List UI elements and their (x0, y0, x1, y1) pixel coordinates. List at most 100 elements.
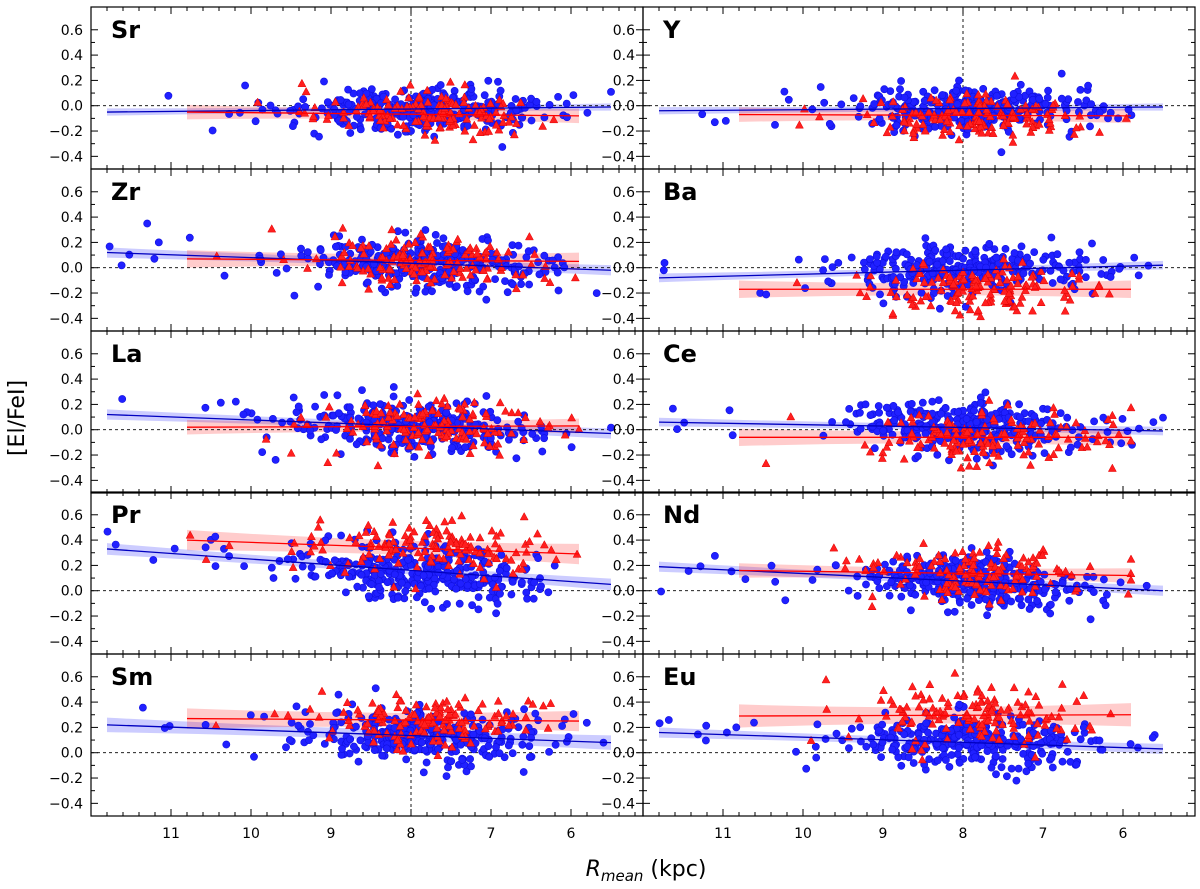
blue-fit-line-la (106, 413, 612, 435)
blue-point (1101, 601, 1110, 610)
red-point (374, 541, 384, 550)
blue-point (861, 400, 870, 409)
blue-point (297, 244, 305, 253)
blue-point (1035, 94, 1044, 103)
red-point (959, 274, 969, 284)
red-point (446, 537, 456, 546)
blue-point (353, 582, 362, 591)
blue-point (367, 580, 376, 589)
blue-point (1090, 417, 1098, 426)
red-point (481, 408, 491, 418)
red-point (464, 554, 474, 563)
red-point (1101, 435, 1111, 445)
blue-point (469, 730, 478, 739)
red-point (528, 699, 538, 708)
blue-point (346, 129, 355, 137)
blue-point (972, 418, 981, 426)
red-point (477, 699, 487, 708)
blue-point (854, 112, 863, 121)
blue-point (967, 601, 976, 609)
blue-point (164, 91, 173, 100)
red-point (460, 399, 470, 408)
red-point (560, 430, 570, 439)
blue-point (528, 430, 537, 438)
blue-point (333, 391, 342, 400)
blue-point (801, 284, 809, 292)
blue-point (1123, 427, 1132, 435)
blue-point (874, 726, 883, 735)
red-point (974, 116, 984, 125)
red-point (185, 530, 195, 539)
blue-point (907, 399, 916, 408)
red-point (963, 453, 972, 462)
red-point (420, 546, 430, 556)
red-point (439, 393, 449, 402)
red-point (964, 461, 974, 470)
red-point (354, 530, 364, 540)
red-point (455, 404, 465, 413)
blue-point (201, 543, 210, 552)
blue-point (832, 729, 841, 738)
blue-fit-line-zr (106, 251, 612, 271)
red-point (364, 549, 374, 558)
blue-point (914, 452, 922, 460)
blue-point (1019, 269, 1028, 278)
red-point (928, 719, 937, 728)
blue-point (117, 261, 126, 270)
red-point (1012, 305, 1022, 315)
red-point (1056, 422, 1066, 431)
blue-point (421, 226, 430, 234)
blue-point (767, 561, 776, 570)
red-point (969, 553, 979, 562)
red-point (1000, 428, 1009, 437)
blue-point (896, 85, 904, 94)
blue-point (983, 747, 992, 755)
red-point (997, 267, 1007, 276)
red-point (468, 409, 478, 418)
red-point (318, 545, 328, 554)
blue-point (461, 443, 470, 452)
red-point (404, 239, 414, 248)
blue-point (1024, 595, 1033, 604)
blue-point (781, 596, 790, 605)
points-group-sm (138, 684, 608, 780)
red-point (521, 412, 530, 422)
blue-point (1064, 95, 1073, 104)
red-point (366, 269, 376, 278)
blue-point (878, 720, 887, 729)
red-point (1049, 449, 1059, 458)
red-point (885, 122, 895, 131)
red-point (401, 705, 411, 714)
red-point (447, 515, 457, 524)
red-point (984, 540, 994, 550)
blue-point (856, 408, 864, 417)
red-point (1104, 289, 1114, 298)
red-point (1008, 718, 1018, 727)
red-point (315, 515, 325, 524)
red-point (430, 135, 440, 144)
red-point (962, 88, 972, 98)
blue-point (282, 743, 290, 752)
red-point (967, 270, 977, 279)
blue-point (938, 91, 947, 99)
red-point (1071, 418, 1081, 427)
blue-point (500, 753, 509, 762)
blue-point (992, 92, 1001, 100)
red-point (896, 579, 905, 588)
blue-point (1003, 772, 1011, 781)
red-point (469, 721, 479, 730)
red-point (1062, 422, 1071, 431)
red-point (465, 448, 475, 457)
blue-point (875, 408, 883, 417)
fit-lines (106, 106, 1164, 750)
blue-point (1056, 409, 1065, 417)
red-point (471, 243, 481, 252)
blue-point (936, 304, 944, 313)
red-point (1010, 71, 1020, 80)
red-point (485, 441, 495, 450)
blue-fit-line-ba (658, 264, 1164, 279)
red-point (1024, 730, 1034, 739)
red-point (518, 558, 528, 567)
red-point (442, 526, 452, 535)
blue-point (311, 572, 320, 581)
